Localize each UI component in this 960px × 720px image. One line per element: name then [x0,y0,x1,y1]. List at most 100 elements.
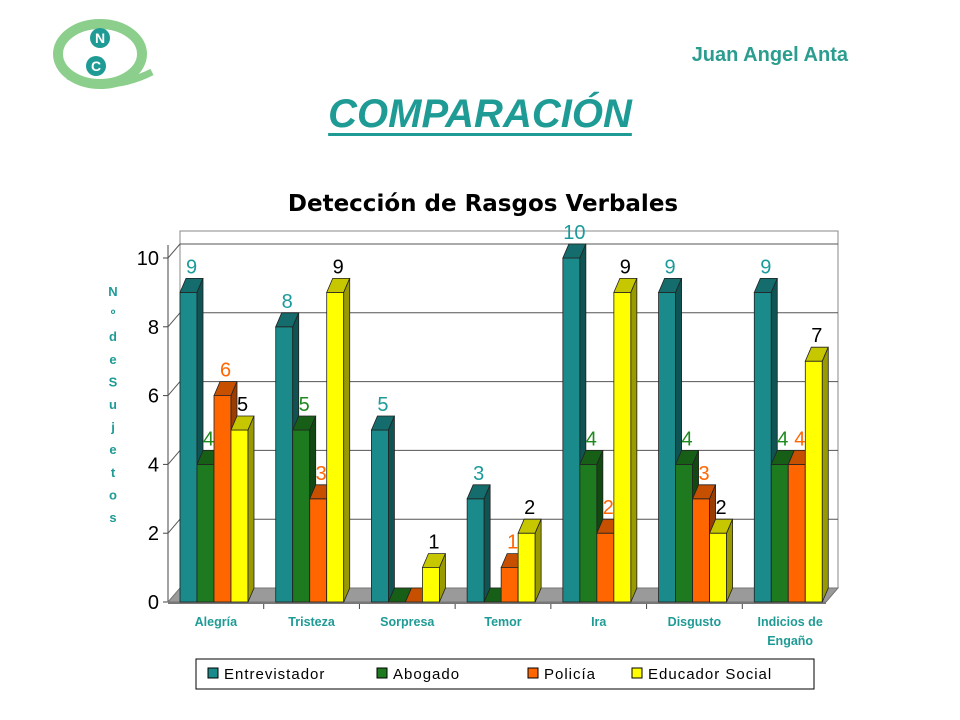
bar [770,463,789,603]
bar-side [726,519,733,603]
bar [675,463,693,603]
bar [658,291,676,603]
bar [562,257,581,603]
x-tick-label: Ira [591,615,607,629]
bar [613,291,632,603]
y-axis-label-char: t [111,465,116,480]
data-label: 3 [699,463,710,485]
bar [787,463,806,603]
data-label: 8 [282,291,293,313]
legend-entry: Abogado [393,666,460,683]
bar-side [483,484,491,603]
data-label: 2 [716,497,727,519]
bar-side [247,415,255,603]
data-label: 2 [603,497,614,519]
y-tick-label: 6 [148,386,159,408]
bar-side [439,553,446,603]
chart-title: Detección de Rasgos Verbales [288,191,678,217]
bar [230,429,249,603]
bar [579,463,598,603]
bar [309,498,328,603]
x-tick-label: Temor [484,615,521,629]
logo-letter-n: N [95,30,105,46]
bar [275,326,294,603]
bar [179,291,198,603]
data-label: 9 [333,256,344,278]
bar [196,463,215,603]
legend-swatch [631,667,643,679]
legend-box [195,658,815,690]
data-label: 1 [507,532,518,554]
gridline-diagonal [167,450,181,465]
gridline-diagonal [167,381,181,396]
data-label: 10 [563,222,585,244]
data-label: 3 [473,463,484,485]
gridline-diagonal [167,518,181,534]
author-name: Juan Angel Anta [691,44,848,66]
bar [709,532,727,603]
bar [292,429,311,603]
data-label: 4 [203,428,214,450]
bar-side [821,347,829,603]
bar [753,291,772,603]
data-label: 5 [377,394,388,416]
data-label: 4 [777,428,788,450]
logo-letter-c: C [91,58,101,74]
legend-swatch [207,667,219,679]
page-title: COMPARACIÓN [328,92,632,136]
y-axis-label-char: e [109,352,116,367]
y-axis-label-char: u [109,397,117,412]
bar [517,532,536,603]
bar [500,567,519,603]
bar [596,532,615,603]
logo-icon: N C [53,19,154,89]
data-label: 9 [186,256,197,278]
x-tick-label: Disgusto [668,615,722,629]
y-axis-label-char: N [108,284,117,299]
legend-entry: Educador Social [648,666,772,683]
legend-entry: Entrevistador [224,666,325,683]
data-label: 7 [811,325,822,347]
y-axis-label-char: o [109,487,117,502]
x-tick-label: Alegría [195,615,238,629]
data-label: 3 [316,463,327,485]
x-tick-label: Sorpresa [380,615,435,629]
y-axis-label-char: S [109,374,118,389]
data-label: 9 [760,256,771,278]
y-axis-label-char: e [109,442,116,457]
x-tick-label: Tristeza [288,615,336,629]
y-axis-label-char: s [109,510,116,525]
data-label: 5 [299,394,310,416]
bar-side [630,278,638,603]
y-tick-label: 0 [148,592,159,614]
y-tick-label: 4 [148,454,159,476]
gridline-diagonal [167,312,181,328]
legend-swatch [376,667,388,679]
data-label: 6 [220,360,231,382]
y-axis-label-char: d [109,329,117,344]
bar-side [534,519,542,603]
data-label: 4 [794,428,805,450]
y-axis-label-char: j [110,420,115,435]
bar [213,395,232,603]
gridline-diagonal [167,243,181,259]
bar-side [343,278,351,603]
bar [692,498,710,603]
x-tick-label: Indicios de [757,615,822,629]
y-tick-label: 10 [137,248,159,270]
y-tick-label: 2 [148,523,159,545]
data-label: 2 [524,497,535,519]
bar [371,429,389,603]
bar [422,567,440,603]
legend-entry: Policía [544,666,596,683]
bar [326,291,345,603]
plot-floor-edge [168,602,826,604]
data-label: 4 [682,428,693,450]
y-axis-label-char: º [111,307,116,322]
bar-side [388,415,395,603]
bar [804,360,823,603]
data-label: 1 [428,532,439,554]
data-label: 5 [237,394,248,416]
data-label: 9 [665,256,676,278]
